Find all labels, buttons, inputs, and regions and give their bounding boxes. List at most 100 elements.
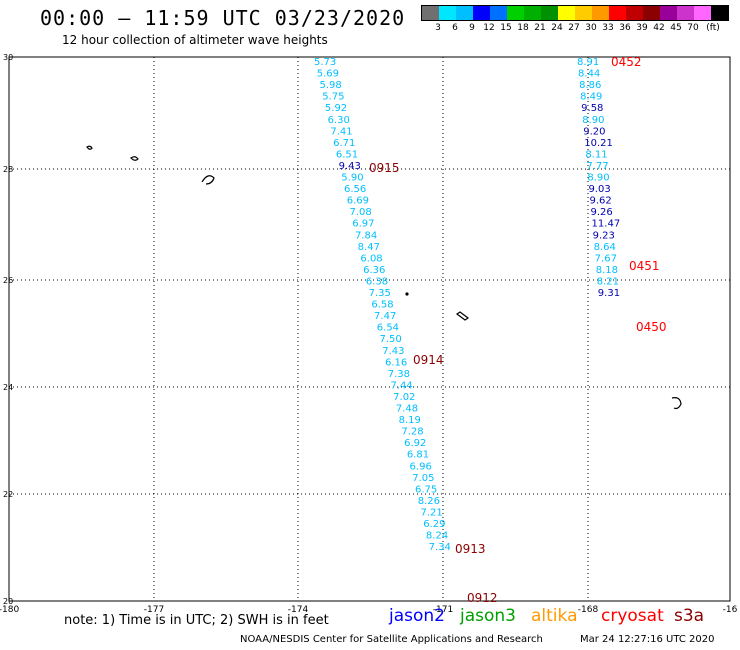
pass-time-label: 0450 [636, 320, 667, 334]
legend-tick-label: 24 [551, 23, 563, 33]
wave-height-value: 7.48 [396, 404, 418, 415]
wave-height-value: 7.35 [369, 288, 391, 299]
wave-height-value: 7.05 [412, 473, 434, 484]
lat-tick-label: 28 [3, 165, 13, 174]
legend-tick-label: 36 [619, 23, 631, 33]
track-values: 5.735.695.985.755.926.307.416.716.519.43… [314, 57, 620, 553]
wave-height-value: 8.24 [426, 531, 448, 542]
lat-tick-label: 22 [3, 490, 13, 499]
wave-height-value: 9.58 [581, 103, 603, 114]
wave-height-value: 6.96 [410, 461, 432, 472]
lon-tick-label: -171 [433, 605, 453, 615]
wave-height-value: 8.44 [578, 69, 600, 80]
wave-height-value: 7.41 [330, 126, 352, 137]
wave-height-value: 7.34 [429, 542, 451, 553]
wave-height-value: 7.67 [595, 253, 617, 264]
wave-height-value: 8.91 [577, 57, 599, 68]
lon-tick-label: -180 [0, 605, 19, 615]
lon-tick-label: -174 [288, 605, 309, 615]
wave-height-value: 9.03 [588, 184, 610, 195]
wave-height-value: 6.81 [407, 450, 429, 461]
pass-time-label: 0913 [455, 542, 486, 556]
legend-tick-label: 45 [670, 23, 682, 33]
wave-height-value: 7.43 [382, 346, 404, 357]
legend-swatch [626, 6, 643, 20]
lat-tick-label: 20 [3, 597, 13, 606]
legend-swatch [490, 6, 507, 20]
graticule [9, 57, 730, 601]
footer-note: note: 1) Time is in UTC; 2) SWH is in fe… [64, 613, 329, 628]
lat-tick-label: 24 [3, 383, 13, 392]
wave-height-value: 6.71 [333, 138, 355, 149]
wave-height-value: 6.75 [415, 484, 437, 495]
pass-time-label: 0451 [629, 259, 660, 273]
map-frame [8, 56, 731, 602]
wave-height-value: 6.29 [423, 519, 445, 530]
wave-height-value: 8.47 [358, 242, 380, 253]
wave-height-value: 7.02 [393, 392, 415, 403]
pass-time-label: 0914 [413, 353, 444, 367]
wave-height-value: 8.19 [399, 415, 421, 426]
legend-swatch [711, 6, 728, 20]
legend-swatch [592, 6, 609, 20]
sat-jason3: jason3 [460, 606, 516, 626]
legend-swatch [541, 6, 558, 20]
wave-height-value: 7.44 [390, 380, 412, 391]
wave-height-value: 9.43 [339, 161, 361, 172]
island-3 [201, 175, 215, 185]
wave-height-value: 8.26 [418, 496, 440, 507]
legend-tick-label: 9 [469, 23, 475, 33]
wave-height-value: 8.64 [594, 242, 616, 253]
legend-swatch [677, 6, 694, 20]
legend-tick-label: 39 [636, 23, 648, 33]
wave-height-value: 6.16 [385, 357, 407, 368]
wave-height-value: 8.49 [580, 92, 602, 103]
wave-height-value: 5.92 [325, 103, 347, 114]
pass-time-labels: 0915 0914 0913 0912 0452 0451 0450 [369, 55, 667, 605]
lat-tick-label: 26 [3, 276, 13, 285]
wave-height-value: 8.90 [582, 115, 604, 126]
legend-swatches [421, 5, 729, 21]
sat-cryosat: cryosat [601, 606, 664, 626]
legend-ticks: 3 6 9 12 15 18 21 24 27 30 33 36 39 42 45 70 (ft) [421, 21, 729, 35]
wave-height-value: 7.28 [401, 427, 423, 438]
legend-tick-label: 33 [602, 23, 614, 33]
legend-tick-label: 70 [687, 23, 699, 33]
wave-height-value: 7.08 [349, 207, 371, 218]
legend-tick-label: 12 [483, 23, 495, 33]
legend-tick-label: 3 [435, 23, 441, 33]
wave-height-value: 6.69 [347, 196, 369, 207]
island-1 [86, 145, 93, 150]
legend-swatch [694, 6, 711, 20]
sat-jason2: jason2 [389, 606, 445, 626]
wave-height-value: 9.23 [593, 230, 615, 241]
island-6 [405, 292, 409, 296]
wave-height-value: 5.98 [319, 80, 341, 91]
wave-height-value: 9.26 [591, 207, 613, 218]
page-title: 00:00 – 11:59 UTC 03/23/2020 [40, 6, 406, 30]
lon-tick-label: -168 [578, 605, 599, 615]
axis-tick-labels: -180 -177 -174 -171 -168 -16 30 28 26 24 22 20 [0, 53, 738, 615]
generation-timestamp: Mar 24 12:27:16 UTC 2020 [580, 634, 715, 645]
pass-time-label: 0915 [369, 161, 400, 175]
page-subtitle: 12 hour collection of altimeter wave hei… [62, 33, 328, 47]
color-legend: 3 6 9 12 15 18 21 24 27 30 33 36 39 42 45 70 (ft) [421, 5, 729, 35]
lon-tick-label: -16 [723, 605, 738, 615]
wave-height-value: 8.21 [597, 276, 619, 287]
legend-tick-label: 18 [517, 23, 529, 33]
legend-swatch [609, 6, 626, 20]
wave-height-value: 7.47 [374, 311, 396, 322]
wave-height-value: 8.86 [579, 80, 601, 91]
wave-height-value: 9.31 [598, 288, 620, 299]
lat-tick-label: 30 [3, 53, 13, 62]
legend-tick-label: (ft) [706, 23, 720, 33]
wave-height-value: 7.38 [388, 369, 410, 380]
legend-tick-label: 42 [653, 23, 665, 33]
wave-height-value: 8.11 [585, 149, 607, 160]
legend-swatch [524, 6, 541, 20]
sat-altika: altika [531, 606, 578, 626]
wave-height-value: 6.54 [377, 323, 399, 334]
legend-swatch [422, 6, 439, 20]
wave-height-value: 6.08 [360, 253, 382, 264]
